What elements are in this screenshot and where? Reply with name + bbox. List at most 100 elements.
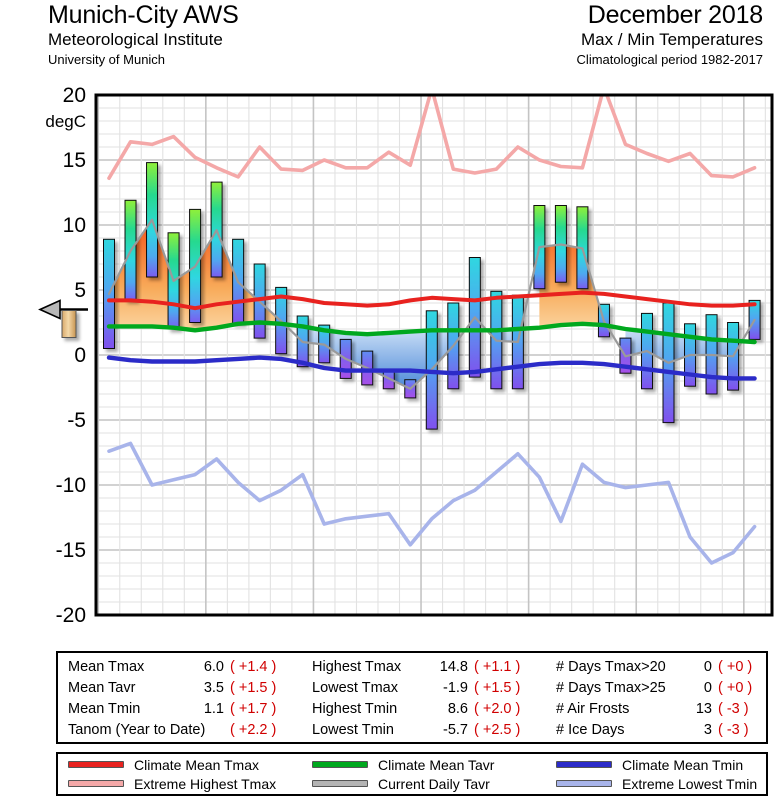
stat-value: 0	[703, 659, 712, 675]
legend-swatch-current-daily-tavr	[312, 780, 368, 787]
svg-text:20: 20	[63, 85, 86, 107]
stat-row: # Days Tmax>20 0 ( +0 )	[556, 657, 774, 678]
legend-swatch-extreme-lowest-tmin	[556, 780, 612, 787]
legend-box: Climate Mean Tmax Extreme Highest Tmax C…	[56, 752, 768, 796]
stat-label: Mean Tavr	[68, 680, 136, 696]
legend-item: Extreme Lowest Tmin	[556, 774, 766, 793]
stats-column-1: Mean Tmax 6.0 ( +1.4 ) Mean Tavr 3.5 ( +1.5 …	[58, 653, 302, 742]
stat-label: Lowest Tmax	[312, 680, 398, 696]
stat-anomaly: ( +0 )	[718, 659, 753, 675]
stat-row: # Ice Days 3 ( -3 )	[556, 720, 774, 741]
stat-label: # Days Tmax>20	[556, 659, 666, 675]
period-title: December 2018	[587, 1, 763, 29]
legend-swatch-climate-mean-tmax	[68, 761, 124, 768]
stat-value: -5.7	[443, 722, 468, 738]
legend-label: Extreme Highest Tmax	[134, 775, 277, 792]
legend-column-3: Climate Mean Tmin Extreme Lowest Tmin	[546, 755, 766, 793]
svg-text:-20: -20	[56, 604, 86, 627]
stat-anomaly: ( +1.7 )	[230, 701, 277, 717]
stat-label: Mean Tmin	[68, 701, 141, 717]
warm-anomaly-area	[109, 219, 755, 342]
plot-frame	[94, 93, 774, 617]
stat-row: Mean Tmin 1.1 ( +1.7 )	[68, 699, 286, 720]
legend-item: Climate Mean Tavr	[312, 755, 546, 774]
climatology-note: Climatological period 1982-2017	[576, 52, 763, 67]
svg-text:10: 10	[63, 214, 86, 237]
legend-label: Extreme Lowest Tmin	[622, 775, 758, 792]
stat-label: Tanom (Year to Date)	[68, 722, 206, 738]
legend-swatch-climate-mean-tmin	[556, 761, 612, 768]
stat-value: 14.8	[439, 659, 468, 675]
stat-row: Mean Tmax 6.0 ( +1.4 )	[68, 657, 286, 678]
stat-row: Highest Tmin 8.6 ( +2.0 )	[312, 699, 530, 720]
station-title: Munich-City AWS	[48, 1, 239, 29]
current-daily-tavr-line	[107, 218, 756, 390]
legend-swatch-climate-mean-tavr	[312, 761, 368, 768]
header-left-block: Munich-City AWS Meteorological Institute…	[48, 2, 239, 69]
legend-item: Climate Mean Tmax	[68, 755, 302, 774]
stat-anomaly: ( +2.0 )	[474, 701, 521, 717]
stat-label: # Air Frosts	[556, 701, 630, 717]
stat-anomaly: ( +0 )	[718, 680, 753, 696]
stat-anomaly: ( +1.1 )	[474, 659, 521, 675]
institute-name: Meteorological Institute	[48, 30, 223, 49]
stat-row: Highest Tmax 14.8 ( +1.1 )	[312, 657, 530, 678]
chart-header: Munich-City AWS Meteorological Institute…	[0, 0, 775, 88]
stat-label: Highest Tmax	[312, 659, 402, 675]
stat-row: Mean Tavr 3.5 ( +1.5 )	[68, 678, 286, 699]
legend-label: Climate Mean Tmax	[134, 756, 260, 773]
climate-mean-tavr-line	[106, 320, 757, 345]
monthly-statistics-box: Mean Tmax 6.0 ( +1.4 ) Mean Tavr 3.5 ( +1.5 …	[56, 651, 768, 744]
legend-label: Climate Mean Tavr	[378, 756, 495, 773]
stats-column-2: Highest Tmax 14.8 ( +1.1 ) Lowest Tmax -1.9…	[302, 653, 546, 742]
y-axis-labels: 20 15 10 5 0 -5 -10 -15 -20 degC	[45, 85, 86, 627]
stat-value: 3	[703, 722, 712, 738]
stat-value: 0	[703, 680, 712, 696]
stat-row: Lowest Tmax -1.9 ( +1.5 )	[312, 678, 530, 699]
university-name: University of Munich	[48, 52, 166, 67]
svg-text:-15: -15	[56, 539, 86, 562]
stat-label: Lowest Tmin	[312, 722, 394, 738]
legend-item: Extreme Highest Tmax	[68, 774, 302, 793]
climate-mean-tmax-line	[107, 290, 757, 311]
legend-item: Current Daily Tavr	[312, 774, 546, 793]
gridlines	[96, 94, 772, 616]
stat-value: 6.0	[203, 659, 224, 675]
legend-label: Current Daily Tavr	[378, 775, 490, 792]
stat-value: 8.6	[447, 701, 468, 717]
legend-label: Climate Mean Tmin	[622, 756, 744, 773]
stat-anomaly: ( +1.5 )	[230, 680, 277, 696]
svg-text:degC: degC	[45, 112, 86, 131]
stat-value: 3.5	[203, 680, 224, 696]
stat-anomaly: ( +2.2 )	[230, 722, 277, 738]
stat-value: 13	[695, 701, 712, 717]
legend-column-1: Climate Mean Tmax Extreme Highest Tmax	[58, 755, 302, 793]
svg-text:-5: -5	[67, 409, 86, 432]
stat-label: # Days Tmax>25	[556, 680, 666, 696]
legend-item: Climate Mean Tmin	[556, 755, 766, 774]
header-right-block: December 2018 Max / Min Temperatures Cli…	[576, 1, 764, 69]
stat-anomaly: ( -3 )	[718, 722, 749, 738]
stats-column-3: # Days Tmax>20 0 ( +0 ) # Days Tmax>25 0 ( +…	[546, 653, 774, 742]
stat-row: Lowest Tmin -5.7 ( +2.5 )	[312, 720, 530, 741]
legend-column-2: Climate Mean Tavr Current Daily Tavr	[302, 755, 546, 793]
stat-row: # Days Tmax>25 0 ( +0 )	[556, 678, 774, 699]
stat-label: # Ice Days	[556, 722, 625, 738]
extreme-highest-tmax-line	[107, 95, 757, 180]
svg-text:15: 15	[63, 149, 86, 172]
svg-text:5: 5	[74, 279, 86, 302]
svg-text:-10: -10	[56, 474, 86, 497]
stat-row: # Air Frosts 13 ( -3 )	[556, 699, 774, 720]
stat-anomaly: ( +2.5 )	[474, 722, 521, 738]
month-mean-marker	[38, 299, 88, 338]
legend-swatch-extreme-highest-tmax	[68, 780, 124, 787]
chart-subtitle: Max / Min Temperatures	[580, 30, 763, 49]
stat-value: 1.1	[203, 701, 224, 717]
climate-mean-tmin-line	[106, 355, 757, 381]
extreme-lowest-tmin-line	[107, 441, 757, 565]
stat-anomaly: ( +1.5 )	[474, 680, 521, 696]
svg-text:0: 0	[74, 344, 86, 367]
stat-value: -1.9	[443, 680, 468, 696]
